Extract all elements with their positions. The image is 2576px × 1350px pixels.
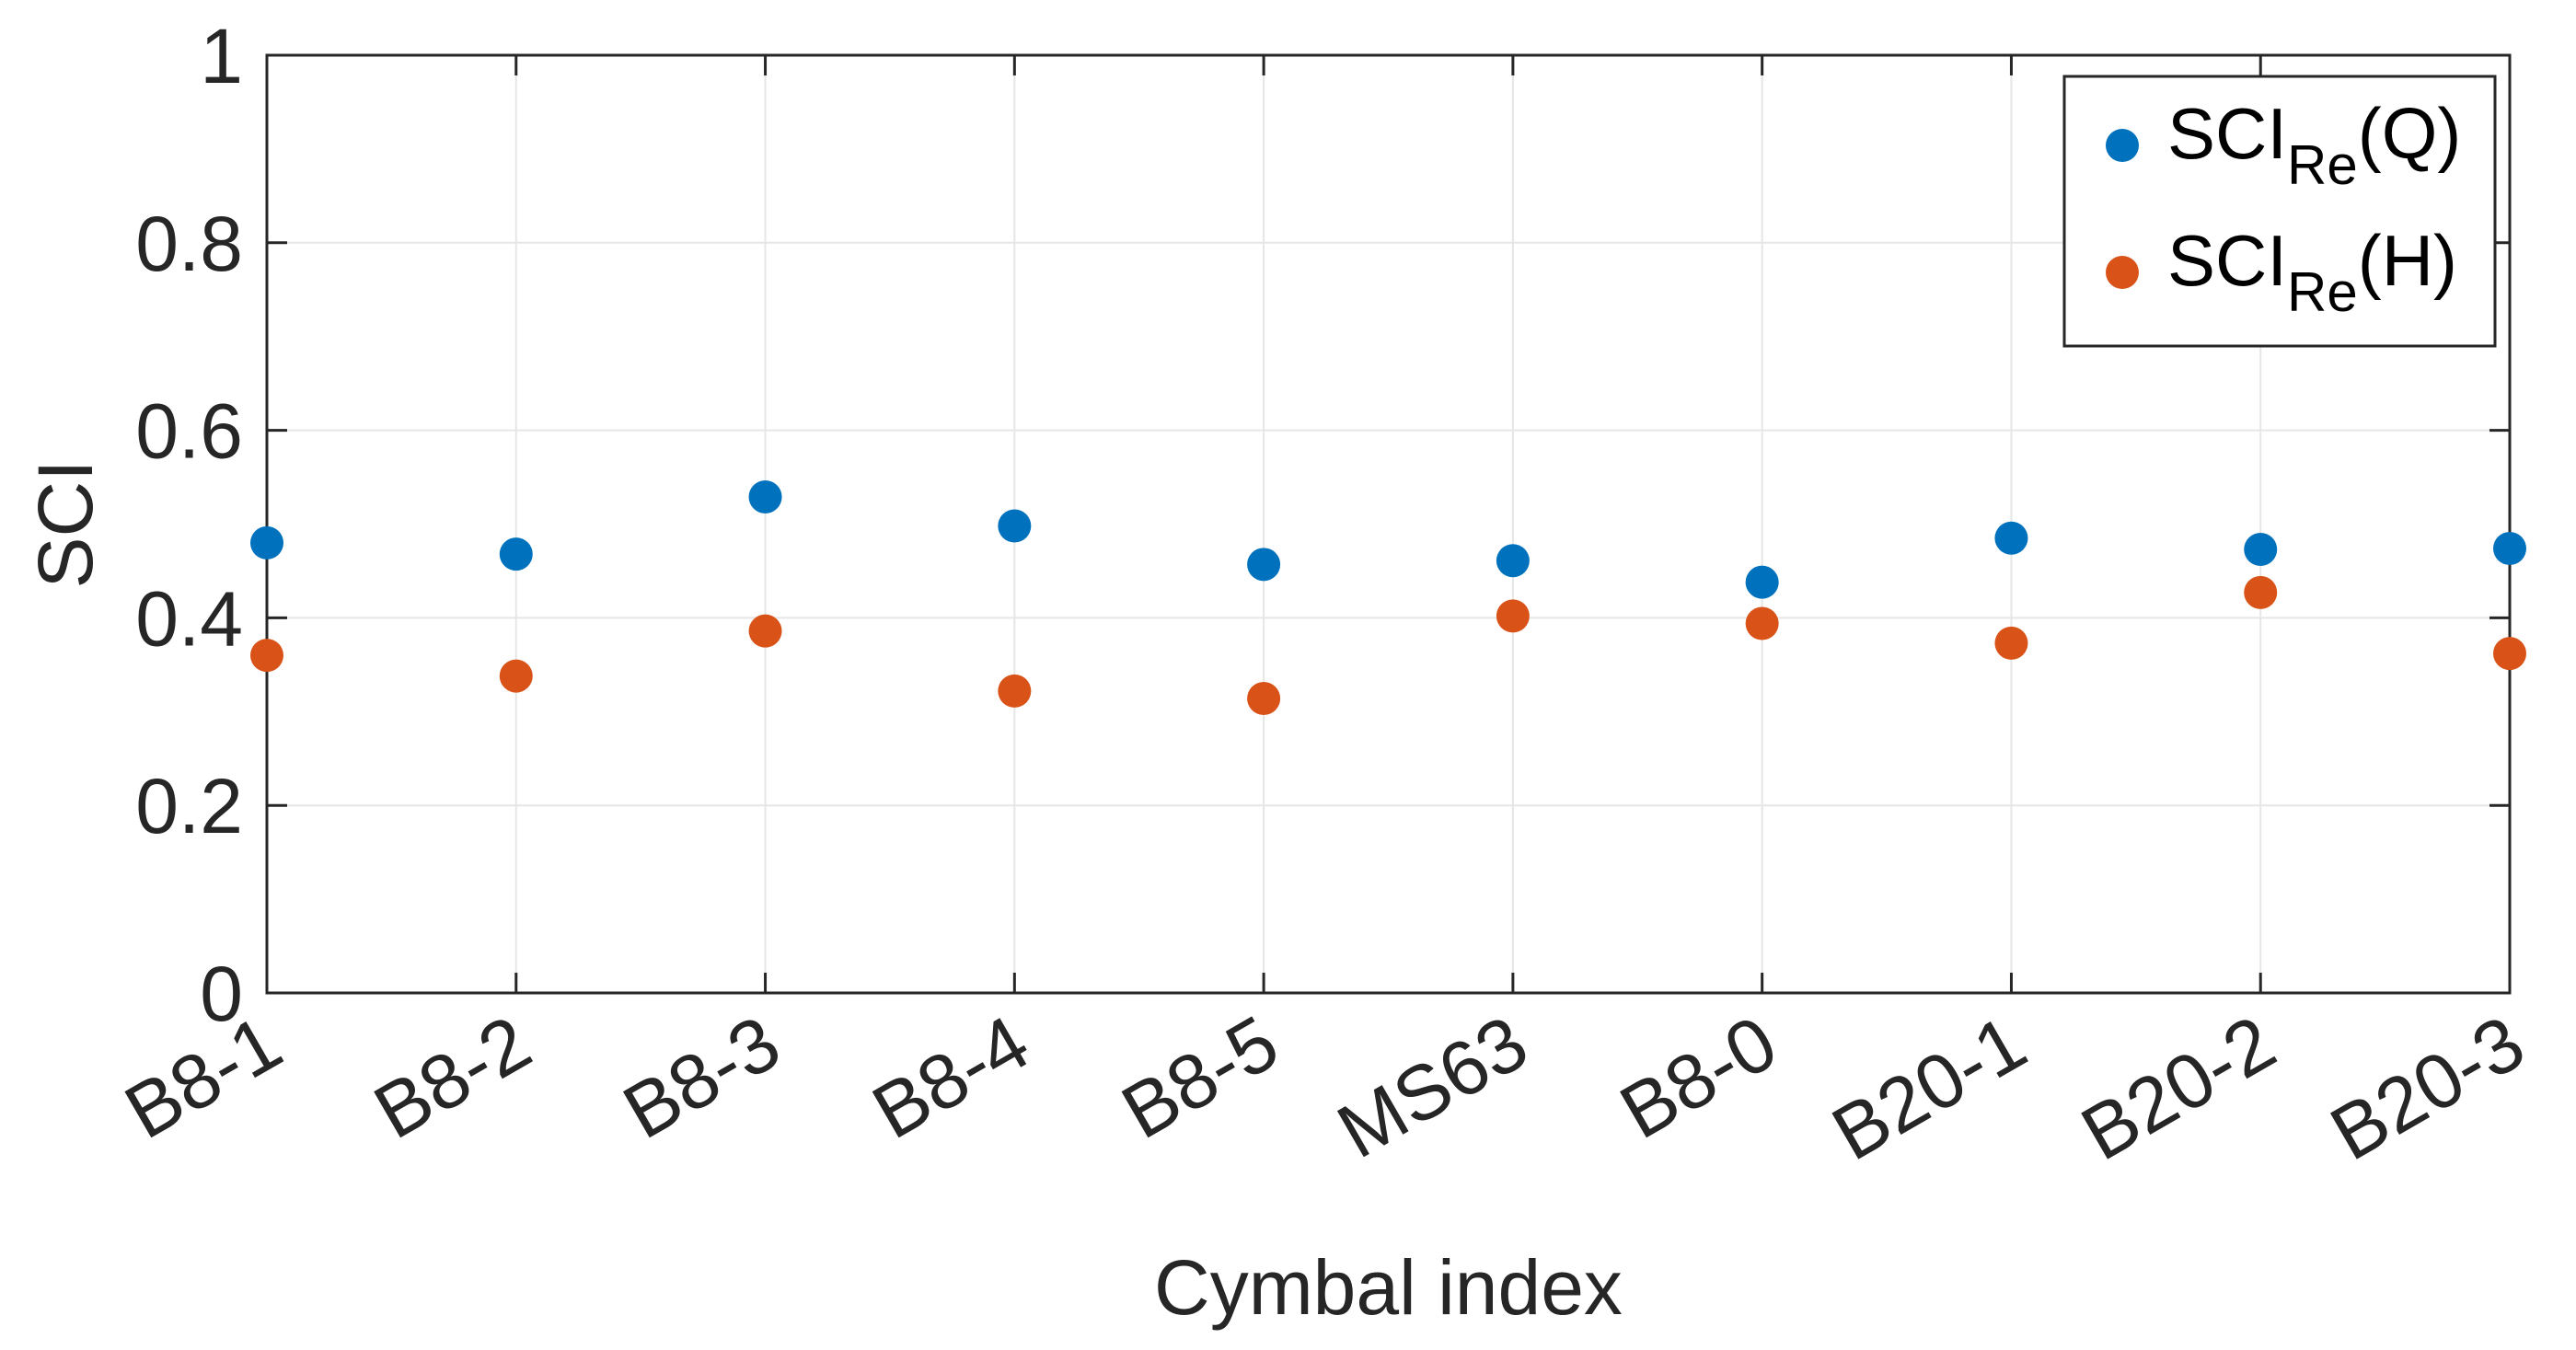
y-tick-label: 0	[200, 951, 243, 1037]
point-series1-MS63	[1496, 544, 1530, 578]
point-series1-B8-0	[1745, 565, 1779, 599]
y-axis-title: SCI	[22, 459, 109, 588]
x-axis-title: Cymbal index	[1154, 1244, 1623, 1331]
point-series1-B8-2	[499, 537, 533, 571]
y-tick-label: 0.4	[135, 575, 243, 662]
point-series1-B20-3	[2493, 531, 2526, 565]
point-series2-B20-2	[2244, 575, 2278, 609]
point-series2-B8-2	[499, 659, 533, 693]
legend-marker-series2	[2106, 256, 2139, 289]
legend-marker-series1	[2106, 129, 2139, 162]
axis-ticks	[265, 53, 2512, 995]
point-series2-B8-4	[998, 674, 1032, 708]
point-series1-B8-1	[250, 525, 283, 560]
legend: SCIRe(Q) SCIRe(H)	[2062, 75, 2497, 348]
point-series2-B8-3	[748, 614, 782, 648]
point-series2-B8-0	[1745, 606, 1779, 640]
point-series1-B8-4	[998, 509, 1032, 543]
point-series2-B8-1	[250, 639, 283, 673]
legend-label-series2: SCIRe(H)	[2167, 220, 2457, 323]
y-tick-label: 0.6	[135, 388, 243, 475]
point-series1-B20-1	[1994, 521, 2028, 555]
point-series2-MS63	[1496, 599, 1530, 633]
plot-area-border	[265, 53, 2512, 995]
point-series1-B8-5	[1247, 548, 1281, 582]
y-tick-label: 1	[200, 13, 243, 99]
y-tick-label: 0.2	[135, 763, 243, 849]
y-axis-tick-labels: 0 0.2 0.4 0.6 0.8 1	[135, 13, 243, 1037]
point-series2-B20-1	[1994, 626, 2028, 660]
legend-label-series1: SCIRe(Q)	[2167, 93, 2461, 196]
point-series1-B8-3	[748, 479, 782, 513]
point-series2-B20-3	[2493, 637, 2526, 671]
data-points	[250, 479, 2526, 716]
point-series1-B20-2	[2244, 533, 2278, 567]
point-series2-B8-5	[1247, 682, 1281, 716]
legend-box	[2062, 75, 2497, 348]
y-tick-label: 0.8	[135, 201, 243, 287]
